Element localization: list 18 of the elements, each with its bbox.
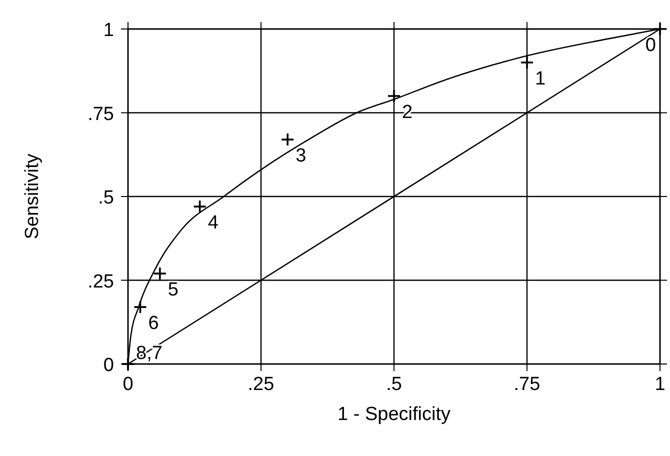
x-tick-label: 0 <box>122 374 134 395</box>
y-tick-label: .25 <box>88 271 114 292</box>
annotation: 1 <box>535 68 546 90</box>
annotation: 3 <box>296 146 306 167</box>
y-axis-title: Sensitivity <box>22 153 43 240</box>
y-tick-label: .75 <box>88 104 114 125</box>
annotation: 5 <box>168 280 178 301</box>
x-tick-label: 1 <box>654 374 666 395</box>
annotation: 6 <box>148 313 159 334</box>
annotation: 0 <box>645 35 656 56</box>
y-tick-label: 0 <box>103 355 114 376</box>
x-tick-label: .5 <box>386 374 402 395</box>
y-tick-label: .5 <box>98 188 114 208</box>
x-tick-label: .75 <box>514 374 540 395</box>
x-tick-label: .25 <box>248 374 274 395</box>
y-tick-label: 1 <box>103 20 114 41</box>
annotation: 4 <box>208 212 219 234</box>
x-axis-title: 1 - Specificity <box>338 404 451 425</box>
